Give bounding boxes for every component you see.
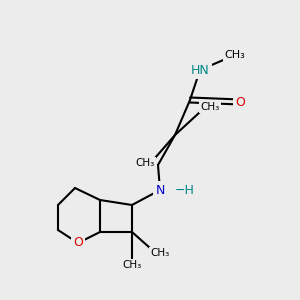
Text: CH₃: CH₃ <box>122 260 142 270</box>
Text: CH₃: CH₃ <box>150 248 169 258</box>
Text: HN: HN <box>190 64 209 76</box>
Text: O: O <box>235 95 245 109</box>
Text: −H: −H <box>175 184 195 196</box>
Text: CH₃: CH₃ <box>200 102 219 112</box>
Text: CH₃: CH₃ <box>136 158 155 168</box>
Text: O: O <box>73 236 83 250</box>
Text: CH₃: CH₃ <box>225 50 245 60</box>
Text: N: N <box>155 184 165 196</box>
